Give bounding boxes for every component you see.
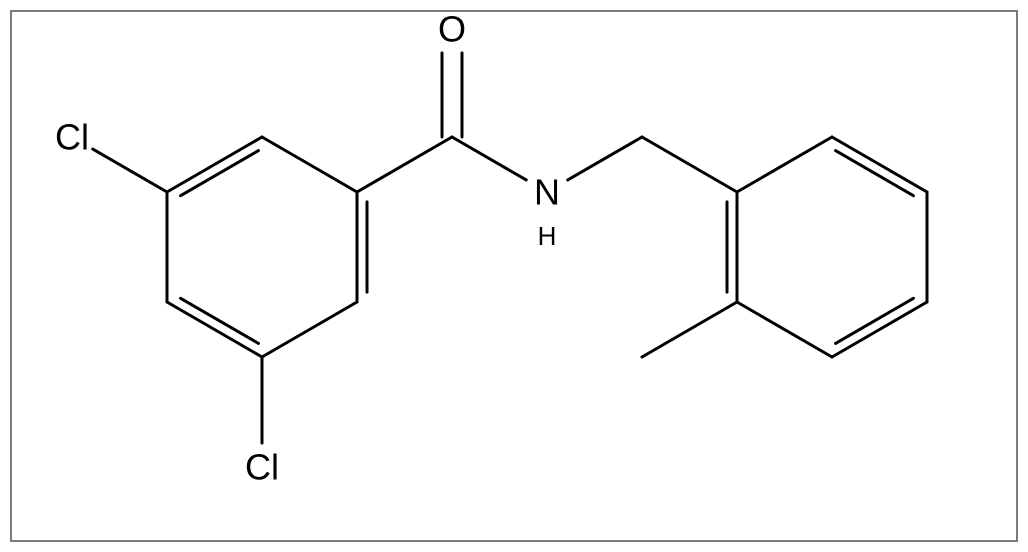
atom-label-cl2: Cl <box>245 447 279 488</box>
atom-label-n: N <box>534 172 560 213</box>
atom-label-o: O <box>438 9 466 50</box>
molecule-canvas: Cl Cl O NH <box>0 0 1028 552</box>
atom-label-h: H <box>538 221 557 251</box>
atom-label-cl1: Cl <box>55 117 89 158</box>
